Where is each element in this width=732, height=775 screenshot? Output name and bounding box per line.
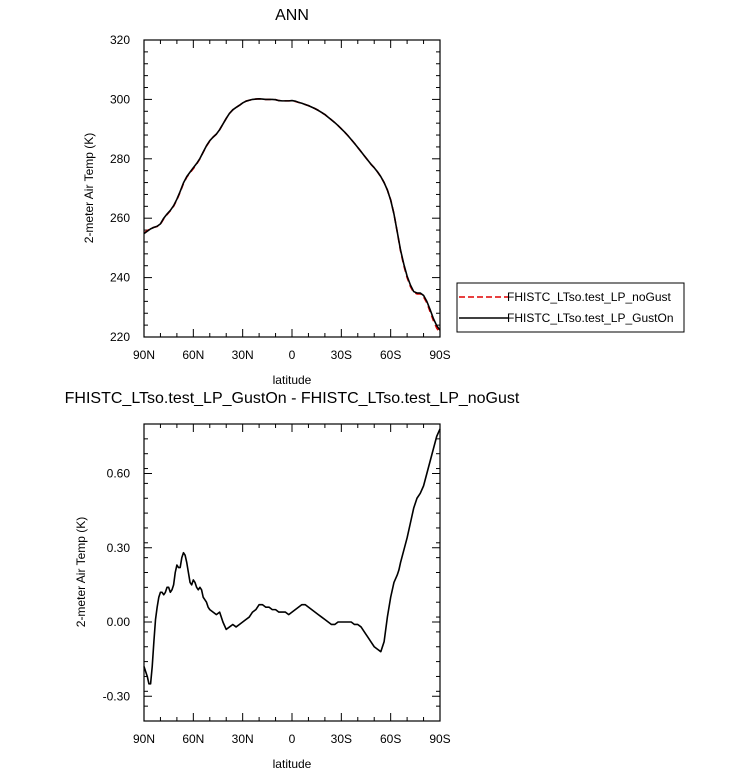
top-panel-series	[143, 98, 441, 334]
bottom-panel-ytick-label: 0.30	[107, 541, 131, 555]
top-panel-xtick-label: 0	[289, 348, 296, 362]
bottom-panel-plot-frame	[143, 423, 441, 722]
bottom-panel-xtick-label: 30S	[331, 732, 352, 746]
bottom-panel-ticks: 90N 60N 30N 0 30S 60S 90S -0.30 0.00 0.30 0.60	[103, 423, 451, 746]
bottom-panel-xtick-label: 90N	[133, 732, 155, 746]
top-panel-ytick-label: 320	[110, 33, 130, 47]
legend-label-guston: FHISTC_LTso.test_LP_GustOn	[507, 311, 674, 325]
top-panel-ticks: 90N 60N 30N 0 30S 60S 90S 220 240 260 280 300 320	[110, 33, 451, 362]
top-panel-plot-frame	[143, 39, 441, 338]
bottom-panel-xtick-label: 30N	[232, 732, 254, 746]
bottom-panel-series	[143, 428, 441, 685]
bottom-panel-ytick-label: 0.00	[107, 615, 131, 629]
top-panel-legend: FHISTC_LTso.test_LP_noGust FHISTC_LTso.t…	[456, 282, 685, 333]
top-panel-ytick-label: 260	[110, 211, 130, 225]
top-panel-series-line-guston	[143, 98, 441, 331]
top-panel-xtick-label: 90S	[429, 348, 450, 362]
top-panel-ytick-label: 240	[110, 271, 130, 285]
top-panel-xtick-label: 60S	[380, 348, 401, 362]
top-panel-ytick-label: 280	[110, 152, 130, 166]
bottom-panel-xlabel: latitude	[273, 757, 312, 771]
top-panel: ANN 90N 60N 30N 0 30S 60S 90S 220 240 260 280 300 32…	[82, 7, 685, 387]
bottom-panel-title: FHISTC_LTso.test_LP_GustOn - FHISTC_LTso…	[65, 390, 520, 407]
bottom-panel-xtick-label: 0	[289, 732, 296, 746]
bottom-panel: FHISTC_LTso.test_LP_GustOn - FHISTC_LTso…	[65, 390, 520, 771]
top-panel-ytick-label: 300	[110, 92, 130, 106]
top-panel-ytick-label: 220	[110, 330, 130, 344]
top-panel-series-line-nogust	[143, 98, 441, 334]
legend-label-nogust: FHISTC_LTso.test_LP_noGust	[507, 290, 672, 304]
bottom-panel-xtick-label: 90S	[429, 732, 450, 746]
top-panel-ylabel: 2-meter Air Temp (K)	[82, 133, 96, 243]
top-panel-xtick-label: 30S	[331, 348, 352, 362]
top-panel-title: ANN	[275, 7, 309, 24]
bottom-panel-xtick-label: 60S	[380, 732, 401, 746]
bottom-panel-ylabel: 2-meter Air Temp (K)	[74, 517, 88, 627]
bottom-panel-series-line-guston	[143, 428, 441, 685]
legend-box	[456, 282, 685, 333]
bottom-panel-xtick-label: 60N	[182, 732, 204, 746]
bottom-panel-ytick-label: -0.30	[103, 689, 131, 703]
top-panel-xtick-label: 30N	[232, 348, 254, 362]
top-panel-xtick-label: 60N	[182, 348, 204, 362]
top-panel-xtick-label: 90N	[133, 348, 155, 362]
top-panel-xlabel: latitude	[273, 373, 312, 387]
bottom-panel-ytick-label: 0.60	[107, 467, 131, 481]
